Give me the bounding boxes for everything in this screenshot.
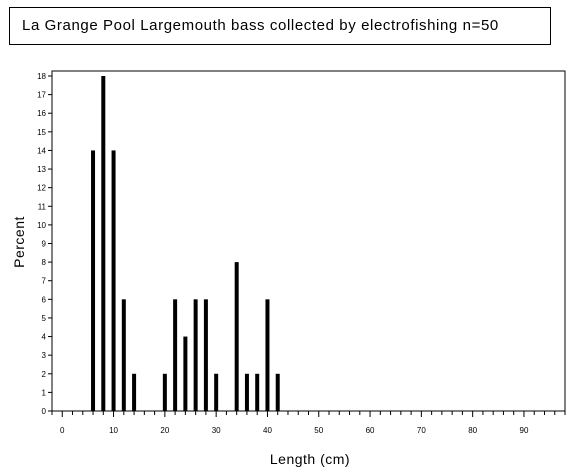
bar-30 (214, 373, 219, 411)
x-axis: 0 10 20 30 40 50 60 70 80 90 (51, 411, 566, 435)
y-tick-label-1: 1 (42, 388, 47, 397)
x-tick-label-80: 80 (468, 426, 477, 435)
y-tick-label-8: 8 (42, 258, 47, 267)
bar-6 (91, 150, 96, 411)
y-tick-label-15: 15 (37, 128, 46, 137)
y-tick-label-7: 7 (42, 277, 47, 286)
plot-frame (51, 70, 566, 412)
x-tick-label-20: 20 (160, 426, 169, 435)
y-tick-label-12: 12 (37, 184, 46, 193)
y-tick-label-5: 5 (42, 314, 47, 323)
bar-26 (193, 299, 198, 411)
bar-38 (255, 373, 260, 411)
y-tick-label-2: 2 (42, 370, 47, 379)
bar-8 (101, 76, 106, 411)
bar-12 (121, 299, 126, 411)
x-tick-label-0: 0 (60, 426, 65, 435)
y-tick-label-18: 18 (37, 72, 46, 81)
bar-42 (275, 373, 280, 411)
y-axis-label: Percent (11, 216, 27, 268)
chart-title-box: La Grange Pool Largemouth bass collected… (9, 7, 551, 45)
y-tick-label-3: 3 (42, 351, 47, 360)
y-tick-label-16: 16 (37, 109, 46, 118)
y-tick-label-6: 6 (42, 295, 47, 304)
y-tick-label-13: 13 (37, 165, 46, 174)
bar-22 (173, 299, 178, 411)
chart-title: La Grange Pool Largemouth bass collected… (22, 17, 499, 34)
bar-34 (234, 262, 239, 411)
x-tick-label-30: 30 (212, 426, 221, 435)
y-tick-label-0: 0 (42, 407, 47, 416)
y-tick-label-11: 11 (38, 202, 47, 211)
y-tick-label-4: 4 (42, 333, 47, 342)
y-tick-label-10: 10 (37, 221, 46, 230)
bars-group (91, 76, 280, 411)
bar-24 (183, 336, 188, 411)
x-tick-label-10: 10 (109, 426, 118, 435)
y-tick-label-14: 14 (37, 146, 46, 155)
y-tick-label-17: 17 (37, 91, 46, 100)
y-tick-label-9: 9 (42, 240, 47, 249)
bar-36 (244, 373, 249, 411)
x-tick-label-40: 40 (263, 426, 272, 435)
x-axis-label: Length (cm) (270, 451, 350, 467)
x-tick-label-90: 90 (520, 426, 529, 435)
bar-20 (162, 373, 167, 411)
bar-28 (203, 299, 208, 411)
x-tick-label-60: 60 (366, 426, 375, 435)
bar-10 (111, 150, 116, 411)
bar-14 (132, 373, 137, 411)
x-tick-label-50: 50 (314, 426, 323, 435)
bar-40 (265, 299, 270, 411)
x-tick-label-70: 70 (417, 426, 426, 435)
